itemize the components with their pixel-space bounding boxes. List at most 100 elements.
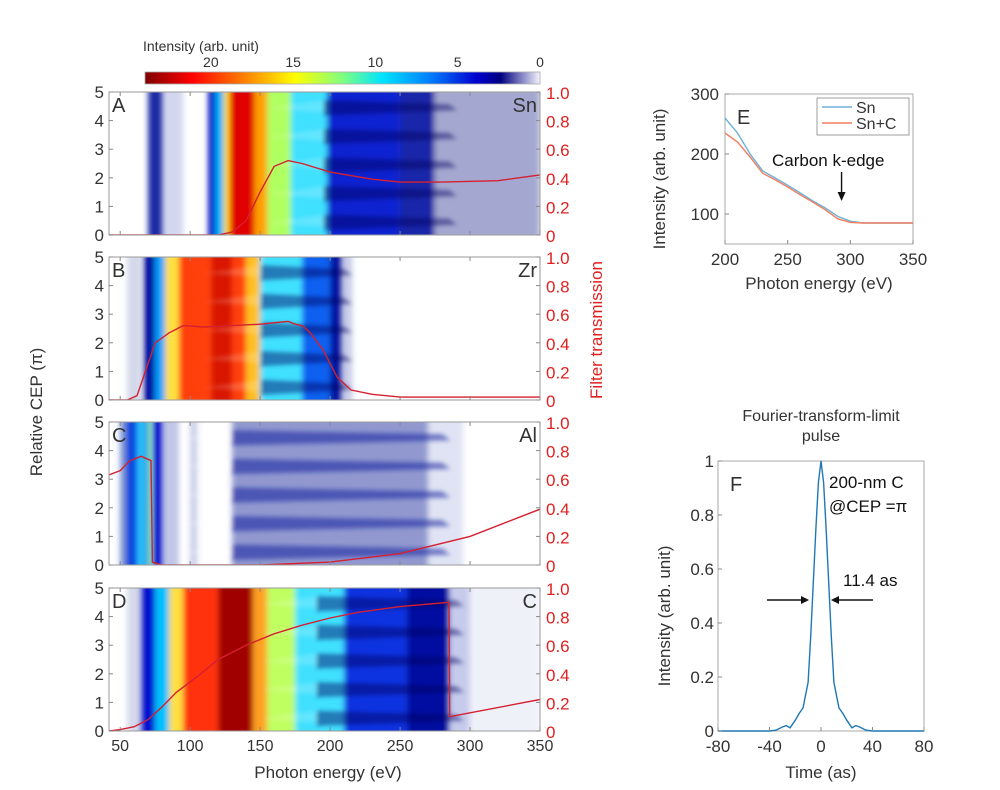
x-tick-label: 40	[863, 737, 882, 756]
panel-f: -80 -40 0 40 80 0 0.2 0.4 0.6 0.8 1 Time (as) Intens…	[655, 408, 933, 782]
y-tick-label-right: 0.8	[546, 113, 570, 132]
transmission-curve	[109, 455, 540, 565]
colorbar-tick-label: 20	[203, 54, 219, 70]
heatmap-band	[127, 257, 142, 400]
cep-highlight	[260, 682, 317, 695]
y-tick-label-left: 3	[95, 470, 104, 489]
heatmap-band	[449, 588, 471, 731]
y-tick-label: 100	[691, 205, 719, 224]
y-tick-label-right: 0.6	[546, 637, 570, 656]
y-tick-label-left: 5	[95, 579, 104, 598]
y-tick-label: 0.4	[690, 614, 714, 633]
y-tick-label-left: 5	[95, 413, 104, 432]
y-tick-label-left: 0	[95, 226, 104, 245]
y-tick-label-left: 3	[95, 305, 104, 324]
y-tick-label-right: 1.0	[546, 580, 570, 599]
x-axis-label: Time (as)	[785, 763, 856, 782]
cep-stripe	[316, 653, 465, 669]
heatmap-band	[148, 422, 151, 565]
cep-highlight	[260, 710, 317, 723]
y-tick-label-right: 0.8	[546, 443, 570, 462]
y-tick-label-right: 0.6	[546, 141, 570, 160]
cep-highlight	[260, 596, 317, 609]
y-tick-label-left: 2	[95, 334, 104, 353]
colorbar-tick-label: 0	[536, 54, 544, 70]
cep-highlight	[176, 487, 233, 500]
transmission-curve	[109, 159, 540, 235]
heatmap-panel-b: 0 1 2 3 4 5 0 0.2 0.4 0.6 0.8 1.0 B Zr	[95, 248, 570, 411]
plot-frame	[108, 256, 541, 401]
y-tick-label-right: 0.2	[546, 198, 570, 217]
cep-highlight	[204, 351, 261, 364]
x-tick-label: 100	[177, 738, 204, 755]
plot-frame	[717, 460, 925, 732]
colorbar-tick-label: 5	[454, 54, 462, 70]
x-tick-label: 300	[836, 250, 864, 269]
panel-e: 200 250 300 350 100 200 300 Photon energy (eV) I…	[650, 85, 927, 293]
chart-title: Fourier-transform-limit pulse	[742, 408, 900, 445]
heatmap-band	[148, 92, 163, 235]
y-tick-label-right: 0.4	[546, 666, 570, 685]
y-tick-label: 0.8	[690, 506, 714, 525]
filter-label: Al	[519, 425, 537, 447]
cep-stripe	[260, 293, 353, 309]
y-tick-label-left: 1	[95, 197, 104, 216]
arrow-head-icon	[837, 192, 846, 201]
heatmap-image	[109, 422, 540, 565]
heatmap-band	[155, 257, 165, 400]
x-axis-label: Photon energy (eV)	[745, 274, 892, 293]
y-tick-label: 0	[705, 722, 714, 741]
y-tick-label-left: 2	[95, 665, 104, 684]
y-tick-label-left: 3	[95, 636, 104, 655]
y-tick-label-right: 0.8	[546, 278, 570, 297]
y-tick-label-right: 0	[546, 557, 555, 576]
cep-stripe	[323, 186, 458, 202]
heatmap-band	[155, 588, 170, 731]
y-tick-label: 0.2	[690, 668, 714, 687]
y-tick-label: 300	[691, 85, 719, 104]
x-axis-label: Photon energy (eV)	[254, 763, 401, 782]
cep-stripe	[232, 516, 451, 532]
cep-highlight	[176, 516, 233, 529]
heatmap-band	[183, 588, 219, 731]
filter-label: Sn	[513, 95, 537, 117]
transmission-curve	[109, 601, 540, 731]
cep-highlight	[176, 458, 233, 471]
cep-stripe	[232, 458, 451, 474]
panel-letter: C	[112, 425, 126, 447]
cep-stripe	[232, 544, 451, 560]
cep-stripe	[260, 265, 353, 281]
fwhm-label: 11.4 as	[843, 571, 898, 590]
x-tick-label: 80	[915, 737, 934, 756]
heatmap-band	[162, 92, 184, 235]
y-tick-label-right: 0.8	[546, 609, 570, 628]
cep-stripe	[260, 379, 353, 395]
y-tick-label-left: 2	[95, 169, 104, 188]
annotation-cep: @CEP =π	[829, 497, 907, 516]
x-tick-label: 250	[387, 738, 414, 755]
y-tick-label-right: 0.2	[546, 528, 570, 547]
legend-label: Sn	[856, 100, 876, 117]
plot-frame	[108, 421, 541, 566]
transmission-curve	[109, 320, 540, 400]
cep-stripe	[323, 157, 458, 173]
cep-highlight	[204, 379, 261, 392]
cep-highlight	[267, 128, 324, 141]
x-tick-label: 350	[899, 250, 927, 269]
chart-title-line: Fourier-transform-limit	[742, 408, 900, 425]
y-tick-label: 1	[705, 452, 714, 471]
panel-letter: F	[730, 474, 742, 496]
cep-stripe	[316, 596, 465, 612]
cep-stripe	[316, 710, 465, 726]
x-tick-label: 200	[317, 738, 344, 755]
x-tick-label: 200	[711, 250, 739, 269]
y-tick-label-right: 0.2	[546, 363, 570, 382]
heatmap-image	[109, 588, 540, 731]
y-tick-label-left: 1	[95, 527, 104, 546]
y-tick-label-left: 3	[95, 140, 104, 159]
panel-letter: B	[112, 260, 125, 282]
y-tick-label-right: 0.4	[546, 500, 570, 519]
y-tick-label-right: 0.6	[546, 471, 570, 490]
cep-highlight	[204, 293, 261, 306]
cep-stripe	[232, 430, 451, 446]
